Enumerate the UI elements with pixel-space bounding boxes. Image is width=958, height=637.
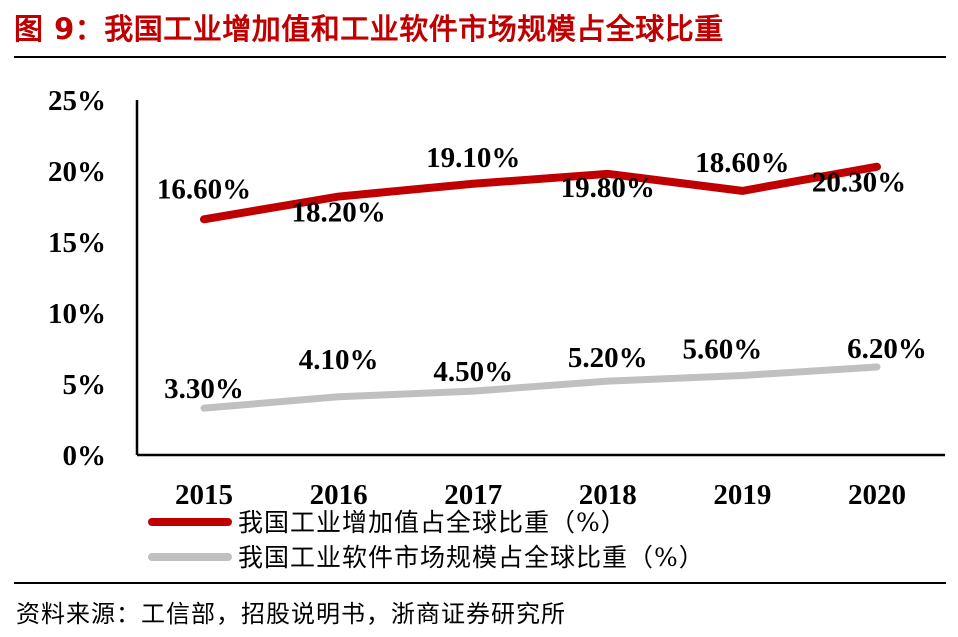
data-point [876, 165, 878, 168]
top-rule [14, 56, 946, 58]
data-point [472, 182, 475, 185]
legend-label-1: 我国工业增加值占全球比重（%） [238, 508, 627, 537]
data-label: 4.50% [433, 356, 513, 388]
data-label: 5.60% [683, 333, 763, 365]
y-tick-label: 0% [63, 440, 107, 472]
data-point [203, 218, 205, 221]
y-tick-label: 20% [48, 156, 106, 188]
data-label: 20.30% [812, 167, 906, 199]
data-point [606, 172, 609, 175]
legend-label-2: 我国工业软件市场规模占全球比重（%） [238, 543, 705, 572]
data-point [606, 380, 609, 383]
series-line-1 [200, 162, 881, 224]
bottom-rule [14, 582, 946, 584]
x-tick-label: 2018 [579, 479, 637, 511]
data-label: 19.10% [426, 142, 520, 174]
data-point [337, 195, 340, 198]
x-tick-label: 2015 [175, 479, 233, 511]
data-point [472, 390, 475, 393]
data-label: 18.60% [695, 147, 789, 179]
data-point [876, 365, 878, 368]
x-tick-label: 2017 [444, 479, 502, 511]
x-tick-label: 2019 [713, 479, 771, 511]
x-tick-label: 2016 [310, 479, 368, 511]
y-tick-label: 5% [63, 369, 107, 401]
x-tick-label: 2020 [848, 479, 906, 511]
series-line-2 [200, 363, 881, 412]
data-label: 19.80% [561, 172, 655, 204]
data-point [741, 374, 744, 377]
y-tick-label: 15% [48, 227, 106, 259]
y-tick-label: 10% [48, 298, 106, 330]
data-point [741, 189, 744, 192]
data-label: 18.20% [291, 197, 385, 229]
data-label: 3.30% [164, 373, 244, 405]
data-label: 5.20% [568, 342, 648, 374]
data-label: 6.20% [847, 333, 927, 365]
source-note: 资料来源：工信部，招股说明书，浙商证券研究所 [16, 600, 566, 628]
data-point [203, 407, 205, 410]
data-label: 4.10% [299, 344, 379, 376]
y-tick-label: 25% [48, 85, 106, 117]
data-label: 16.60% [157, 173, 251, 205]
figure-title: 图 9：我国工业增加值和工业软件市场规模占全球比重 [14, 12, 724, 46]
data-point [337, 395, 340, 398]
